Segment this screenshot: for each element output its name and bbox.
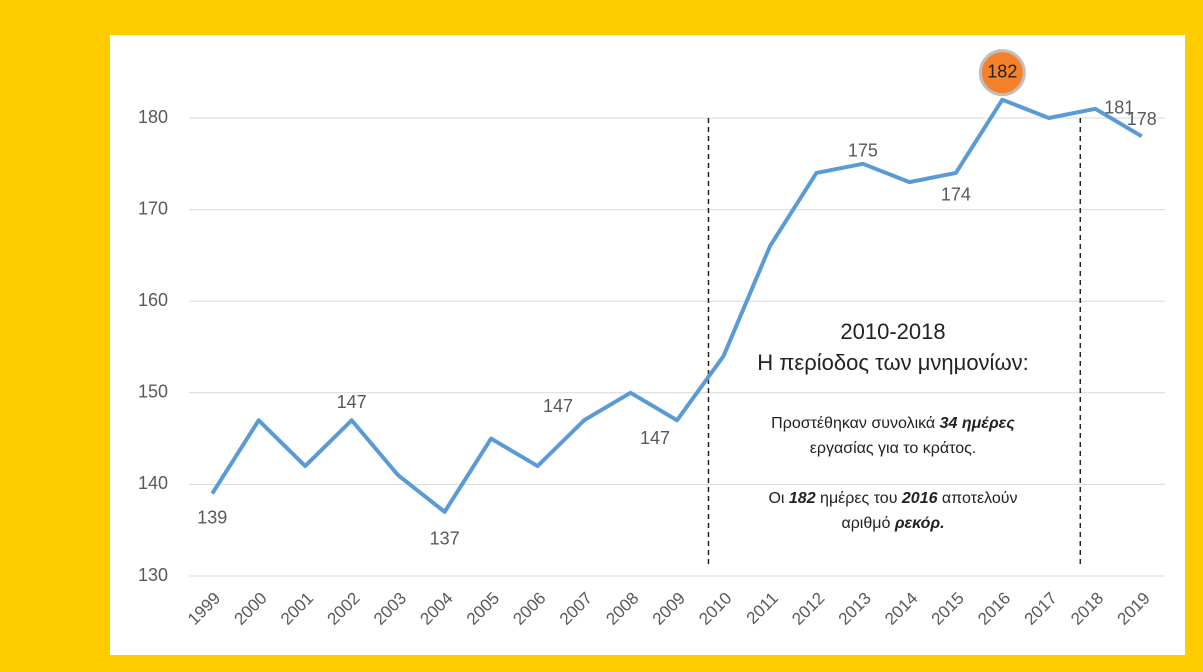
panel bbox=[110, 35, 1185, 655]
annotation-text: 182 bbox=[789, 490, 816, 507]
annotation-line: Οι 182 ημέρες του 2016 αποτελούν bbox=[768, 490, 1017, 507]
data-label: 175 bbox=[848, 141, 878, 161]
data-label: 147 bbox=[640, 428, 670, 448]
annotation-subtitle: Η περίοδος των μνημονίων: bbox=[757, 350, 1029, 375]
annotation-text: αριθμό bbox=[841, 515, 894, 532]
y-tick-label: 130 bbox=[138, 565, 168, 585]
annotation-text: 34 ημέρες bbox=[940, 415, 1016, 432]
annotation-text: αποτελούν bbox=[937, 490, 1017, 507]
data-label: 139 bbox=[197, 507, 227, 527]
data-label: 147 bbox=[337, 392, 367, 412]
annotation-line: εργασίας για το κράτος. bbox=[810, 440, 977, 457]
annotation-text: 2016 bbox=[901, 490, 938, 507]
data-label: 137 bbox=[430, 529, 460, 549]
annotation-line: αριθμό ρεκόρ. bbox=[841, 515, 944, 532]
annotation-title: 2010-2018 bbox=[840, 319, 945, 344]
annotation-text: Οι bbox=[768, 490, 788, 507]
y-tick-label: 160 bbox=[138, 290, 168, 310]
data-label: 147 bbox=[543, 396, 573, 416]
annotation-line: Προστέθηκαν συνολικά 34 ημέρες bbox=[771, 415, 1015, 432]
data-label: 174 bbox=[941, 185, 971, 205]
annotation-text: ρεκόρ. bbox=[894, 515, 945, 532]
highlight-marker bbox=[978, 49, 1026, 97]
annotation-text: Προστέθηκαν συνολικά bbox=[771, 415, 939, 432]
annotation-text: εργασίας για το κράτος. bbox=[810, 440, 977, 457]
annotation-text: ημέρες του bbox=[816, 490, 902, 507]
y-tick-label: 150 bbox=[138, 382, 168, 402]
data-label: 178 bbox=[1127, 109, 1157, 129]
y-tick-label: 170 bbox=[138, 198, 168, 218]
data-label: 181 bbox=[1104, 98, 1134, 118]
y-tick-label: 180 bbox=[138, 107, 168, 127]
line bbox=[210, 97, 1143, 514]
y-tick-label: 140 bbox=[138, 473, 168, 493]
data-label: 182 bbox=[987, 61, 1017, 81]
